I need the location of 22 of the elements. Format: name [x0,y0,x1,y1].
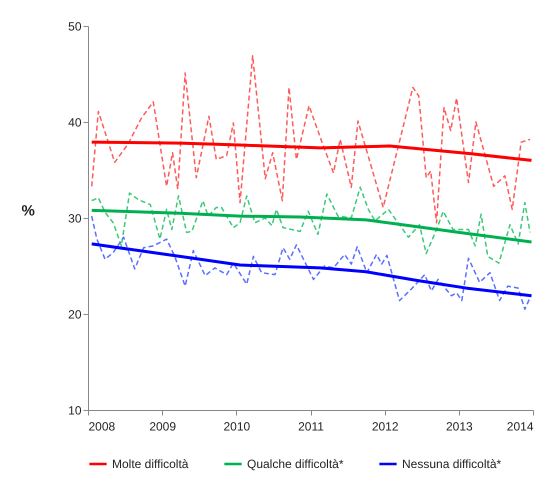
x-tick-label: 2010 [223,420,251,434]
line-series [90,242,534,298]
x-tick-label: 2013 [446,420,474,434]
x-tick-label: 2008 [88,420,116,434]
line-series [90,215,531,310]
y-tick-label: 30 [68,212,82,226]
y-axis-title: % [21,202,35,220]
y-tick-label: 40 [68,116,82,130]
line-series [90,186,531,264]
x-tick-label: 2012 [372,420,399,434]
x-tick-label: 2009 [149,420,176,434]
y-tick-label: 20 [68,308,82,322]
x-tick-label: 2011 [298,420,324,434]
y-tick-label: 10 [68,404,82,418]
line-series [90,55,531,224]
y-tick-label: 50 [68,20,82,34]
x-tick-label: 2014 [506,420,534,434]
legend-label: Molte difficoltà [112,457,189,471]
line-series [90,140,534,162]
legend-label: Qualche difficoltà* [247,457,344,471]
line-series [90,208,534,244]
legend-label: Nessuna difficoltà* [402,457,502,471]
